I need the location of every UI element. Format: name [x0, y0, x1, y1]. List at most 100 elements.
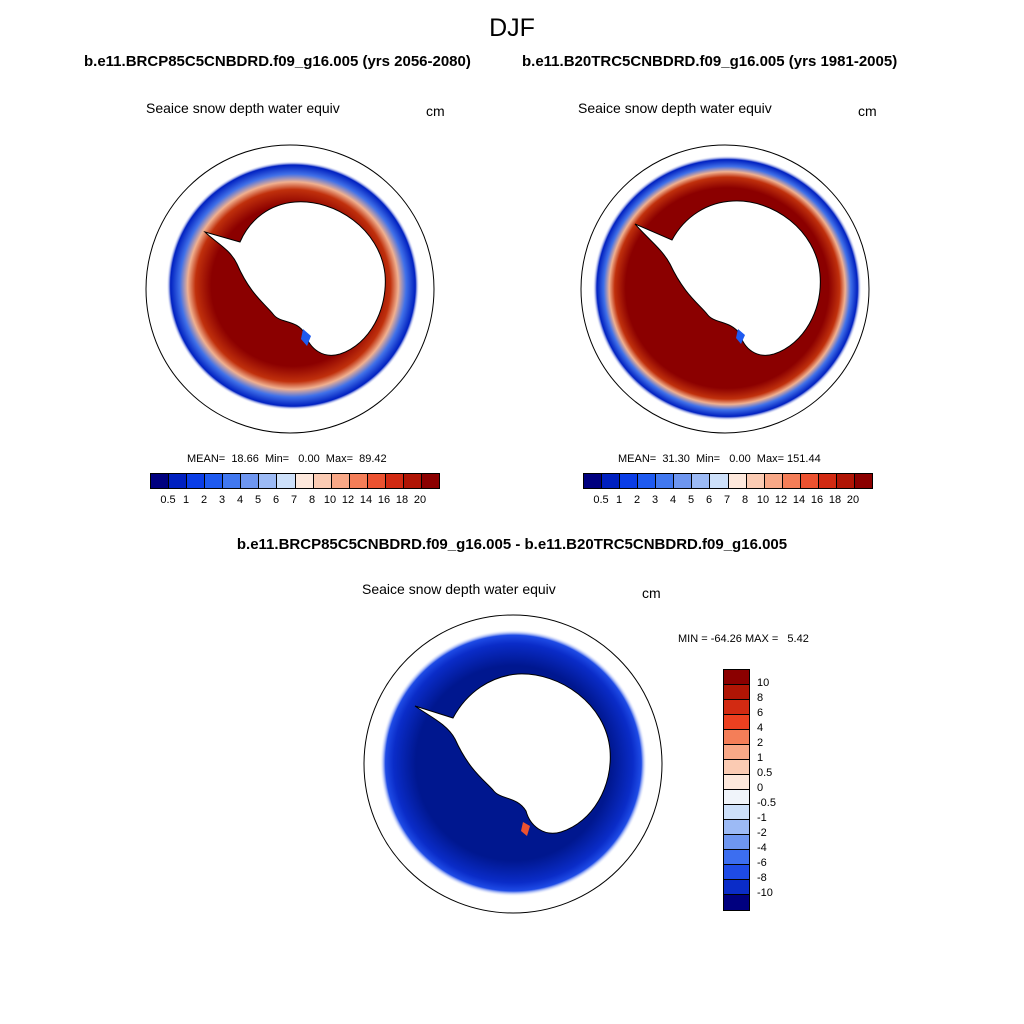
- panel-2-colorbar-tick-label: 16: [810, 494, 824, 506]
- panel-1-units-label: cm: [426, 103, 445, 119]
- panel-1-colorbar-swatch: [385, 474, 404, 488]
- difference-colorbar-tick-label: 0.5: [757, 767, 773, 779]
- panel-2-colorbar-tick-label: 2: [633, 494, 641, 506]
- panel-1-antarctica-land: [203, 201, 386, 356]
- difference-colorbar-swatch: [724, 850, 749, 865]
- panel-1-colorbar-tick-label: 8: [308, 494, 316, 506]
- difference-map-boundary: [363, 614, 663, 914]
- difference-colorbar-tick-label: -2: [757, 827, 767, 839]
- difference-colorbar-tick-label: 4: [757, 722, 764, 734]
- panel-1-colorbar-swatch: [367, 474, 386, 488]
- panel-2-colorbar-swatch: [620, 474, 639, 488]
- difference-colorbar-tick-label: -10: [757, 887, 773, 899]
- difference-colorbar-tick-label: -1: [757, 812, 767, 824]
- panel-1-ice-shelf-notch: [301, 329, 311, 346]
- panel-2-stats-readout: MEAN= 31.30 Min= 0.00 Max= 151.44: [618, 453, 821, 465]
- difference-colorbar-swatch: [724, 895, 749, 910]
- panel-2-colorbar-swatch: [710, 474, 729, 488]
- panel-1-colorbar-swatch: [295, 474, 314, 488]
- panel-1-polar-map: [145, 144, 435, 434]
- difference-colorbar-tick-label: 0: [757, 782, 764, 794]
- difference-colorbar-swatch: [724, 775, 749, 790]
- difference-colorbar: [723, 669, 750, 911]
- figure-title: DJF: [489, 14, 535, 42]
- panel-1-colorbar-swatch: [403, 474, 422, 488]
- panel-2-colorbar-tick-label: 12: [774, 494, 788, 506]
- panel-2-colorbar-tick-label: 20: [846, 494, 860, 506]
- difference-colorbar-tick-label: -4: [757, 842, 767, 854]
- difference-antarctica-land: [414, 673, 611, 834]
- panel-1-colorbar-tick-label: 18: [395, 494, 409, 506]
- difference-colorbar-swatch: [724, 820, 749, 835]
- panel-1-colorbar-swatch: [259, 474, 278, 488]
- panel-1-colorbar-swatch: [223, 474, 242, 488]
- difference-colorbar-tick-label: 8: [757, 692, 764, 704]
- panel-2-colorbar-swatch: [728, 474, 747, 488]
- panel-2-antarctica-land: [634, 200, 821, 356]
- panel-2-colorbar-swatch: [818, 474, 837, 488]
- difference-colorbar-tick-label: 1: [757, 752, 764, 764]
- panel-1-colorbar-tick-label: 14: [359, 494, 373, 506]
- panel-2-colorbar-swatch: [854, 474, 872, 488]
- panel-1-colorbar-tick-label: 10: [323, 494, 337, 506]
- difference-colorbar-tick-label: -0.5: [757, 797, 776, 809]
- panel-2-colorbar-swatch: [692, 474, 711, 488]
- panel-2-colorbar-swatch: [674, 474, 693, 488]
- panel-2-polar-map: [580, 144, 870, 434]
- panel-2-colorbar-tick-label: 6: [705, 494, 713, 506]
- panel-1-colorbar-tick-label: 20: [413, 494, 427, 506]
- panel-2-colorbar-swatch: [746, 474, 765, 488]
- panel-1-stats-readout: MEAN= 18.66 Min= 0.00 Max= 89.42: [187, 453, 387, 465]
- difference-colorbar-swatch: [724, 880, 749, 895]
- panel-2-map-boundary: [580, 144, 870, 434]
- difference-colorbar-tick-label: 2: [757, 737, 764, 749]
- panel-1-colorbar-tick-label: 12: [341, 494, 355, 506]
- panel-1-map-boundary: [145, 144, 435, 434]
- panel-1-colorbar-swatch: [421, 474, 439, 488]
- panel-1-colorbar-swatch: [277, 474, 296, 488]
- panel-1-colorbar-tick-label: 16: [377, 494, 391, 506]
- difference-colorbar-swatch: [724, 805, 749, 820]
- difference-colorbar-tick-label: -8: [757, 872, 767, 884]
- panel-2-colorbar-tick-label: 8: [741, 494, 749, 506]
- panel-2-colorbar-swatch: [800, 474, 819, 488]
- panel-2-colorbar-tick-label: 14: [792, 494, 806, 506]
- panel-1-colorbar-tick-label: 6: [272, 494, 280, 506]
- panel-1-colorbar-swatch: [313, 474, 332, 488]
- panel-2-colorbar: [583, 473, 873, 489]
- panel-2-colorbar-tick-label: 5: [687, 494, 695, 506]
- panel-2-colorbar-tick-label: 7: [723, 494, 731, 506]
- difference-colorbar-swatch: [724, 865, 749, 880]
- panel-1-colorbar-swatch: [151, 474, 170, 488]
- panel-2-colorbar-tick-label: 4: [669, 494, 677, 506]
- difference-polar-map: [363, 614, 663, 914]
- panel-2-colorbar-tick-label: 1: [615, 494, 623, 506]
- panel-1-colorbar-tick-label: 1: [182, 494, 190, 506]
- panel-2-colorbar-tick-label: 18: [828, 494, 842, 506]
- difference-colorbar-swatch: [724, 685, 749, 700]
- panel-1-case-title: b.e11.BRCP85C5CNBDRD.f09_g16.005 (yrs 20…: [84, 53, 471, 70]
- difference-variable-label: Seaice snow depth water equiv: [362, 581, 556, 597]
- panel-2-colorbar-tick-label: 0.5: [593, 494, 609, 506]
- panel-1-colorbar-tick-label: 4: [236, 494, 244, 506]
- difference-colorbar-swatch: [724, 760, 749, 775]
- panel-2-colorbar-tick-label: 10: [756, 494, 770, 506]
- difference-positive-spot: [521, 822, 530, 836]
- panel-1-colorbar-swatch: [331, 474, 350, 488]
- panel-2-colorbar-swatch: [584, 474, 603, 488]
- panel-2-colorbar-tick-label: 3: [651, 494, 659, 506]
- difference-colorbar-tick-label: 10: [757, 677, 770, 689]
- panel-2-colorbar-swatch: [656, 474, 675, 488]
- panel-1-colorbar: [150, 473, 440, 489]
- panel-2-colorbar-swatch: [782, 474, 801, 488]
- panel-1-colorbar-swatch: [169, 474, 188, 488]
- panel-1-colorbar-tick-label: 5: [254, 494, 262, 506]
- panel-1-colorbar-tick-label: 7: [290, 494, 298, 506]
- difference-colorbar-tick-label: 6: [757, 707, 764, 719]
- panel-1-colorbar-tick-label: 3: [218, 494, 226, 506]
- panel-2-units-label: cm: [858, 103, 877, 119]
- panel-2-colorbar-swatch: [638, 474, 657, 488]
- panel-2-colorbar-swatch: [764, 474, 783, 488]
- difference-case-title: b.e11.BRCP85C5CNBDRD.f09_g16.005 - b.e11…: [236, 536, 788, 553]
- panel-2-variable-label: Seaice snow depth water equiv: [578, 100, 772, 116]
